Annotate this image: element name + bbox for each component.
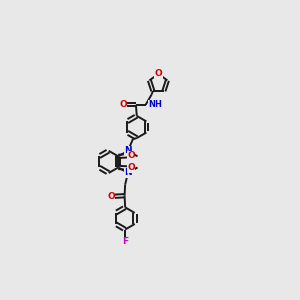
Text: O: O [127,151,135,160]
Text: O: O [107,192,115,201]
Text: O: O [127,164,135,172]
Text: O: O [119,100,127,109]
Text: F: F [122,238,128,247]
Text: O: O [154,69,162,78]
Text: N: N [124,146,132,155]
Text: NH: NH [148,100,162,109]
Text: N: N [124,169,132,178]
